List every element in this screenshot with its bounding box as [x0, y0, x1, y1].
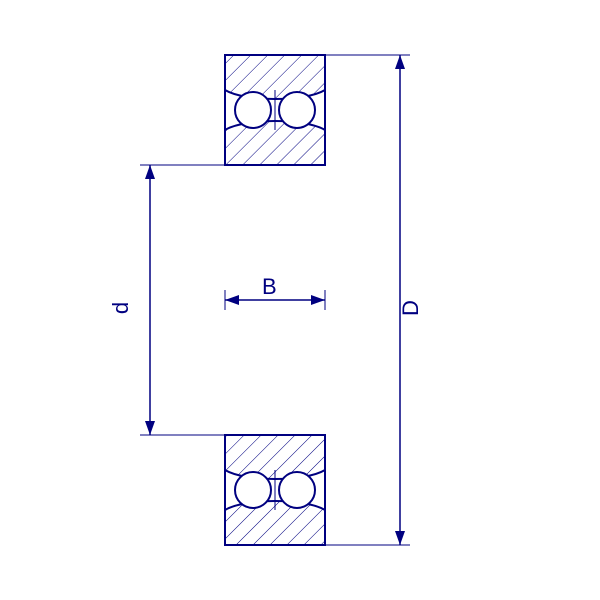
- dim-D-label: D: [398, 300, 423, 316]
- ball: [235, 92, 271, 128]
- ball: [279, 92, 315, 128]
- ball: [279, 472, 315, 508]
- bearing-diagram: d D B: [0, 0, 600, 600]
- dim-d-label: d: [108, 302, 133, 314]
- dim-B-label: B: [262, 274, 277, 299]
- ball: [235, 472, 271, 508]
- diagram-svg: d D B: [0, 0, 600, 600]
